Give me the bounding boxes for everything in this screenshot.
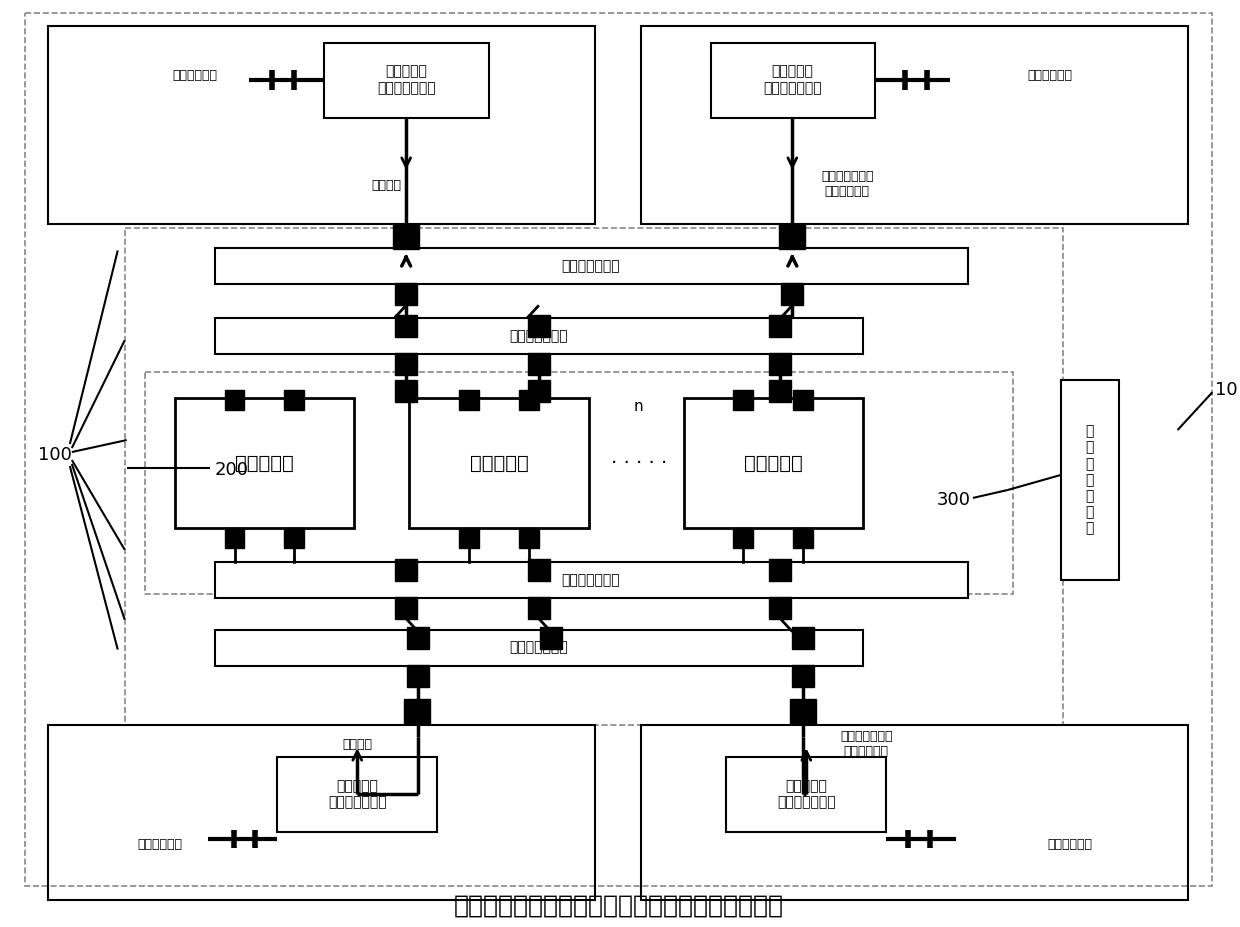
- Bar: [48, 726, 595, 900]
- Bar: [404, 699, 430, 725]
- Bar: [528, 315, 549, 337]
- Bar: [409, 398, 589, 527]
- Bar: [215, 629, 863, 666]
- Bar: [539, 627, 562, 649]
- Text: 100: 100: [38, 446, 72, 464]
- Bar: [396, 559, 417, 580]
- Text: 直流开关柜
（含继电保护）: 直流开关柜 （含继电保护）: [763, 65, 822, 95]
- Bar: [459, 527, 479, 548]
- Bar: [683, 398, 863, 527]
- Text: 交流负荷: 交流负荷: [342, 738, 372, 751]
- Bar: [734, 527, 754, 548]
- Text: n: n: [634, 399, 644, 413]
- Bar: [769, 353, 791, 375]
- Text: 直流配电柜
（含继电保护）: 直流配电柜 （含继电保护）: [777, 780, 836, 809]
- Bar: [792, 665, 815, 687]
- Text: 应用于交直流混合电力系统的电能路由器集群系统: 应用于交直流混合电力系统的电能路由器集群系统: [454, 894, 784, 918]
- Bar: [215, 318, 863, 354]
- Bar: [407, 665, 429, 687]
- Bar: [396, 284, 417, 305]
- Text: 防雷直流汇流箱: 防雷直流汇流箱: [562, 260, 620, 273]
- Text: 交流开关柜
（含继电保护）: 交流开关柜 （含继电保护）: [377, 65, 435, 95]
- Text: 集
群
系
统
控
制
器: 集 群 系 统 控 制 器: [1085, 425, 1094, 536]
- Bar: [528, 380, 549, 402]
- Bar: [284, 527, 304, 548]
- Bar: [396, 380, 417, 402]
- Text: 交流负荷: 交流负荷: [371, 179, 402, 192]
- Bar: [790, 699, 816, 725]
- Bar: [792, 627, 815, 649]
- Bar: [727, 757, 887, 832]
- Bar: [769, 380, 791, 402]
- Bar: [284, 390, 304, 410]
- Bar: [278, 757, 436, 832]
- Bar: [780, 223, 805, 249]
- Bar: [396, 597, 417, 618]
- Text: 200: 200: [215, 461, 248, 479]
- Text: 防雷直流汇流箱: 防雷直流汇流箱: [562, 573, 620, 587]
- Text: 防雷交流汇流箱: 防雷交流汇流箱: [510, 329, 568, 343]
- Bar: [396, 315, 417, 337]
- Bar: [175, 398, 355, 527]
- Text: 低压直流母线: 低压直流母线: [1048, 838, 1092, 851]
- Bar: [224, 527, 244, 548]
- Bar: [769, 315, 791, 337]
- Bar: [711, 43, 875, 118]
- Bar: [325, 43, 489, 118]
- Bar: [641, 726, 1188, 900]
- Bar: [407, 627, 429, 649]
- Text: 高压直流母线: 高压直流母线: [1027, 70, 1073, 83]
- Text: 300: 300: [937, 491, 971, 509]
- Text: 电能路由器: 电能路由器: [236, 453, 294, 473]
- Bar: [215, 562, 968, 598]
- Bar: [641, 26, 1188, 223]
- Text: 电能路由器: 电能路由器: [744, 453, 802, 473]
- Text: 高压交流母线: 高压交流母线: [172, 70, 217, 83]
- Text: 低压交流母线: 低压交流母线: [138, 838, 182, 851]
- Text: 直流负荷、分布
式发电、储能: 直流负荷、分布 式发电、储能: [839, 730, 893, 758]
- Bar: [769, 559, 791, 580]
- Text: 10: 10: [1215, 381, 1238, 400]
- Text: 直流负荷、分布
式发电、储能: 直流负荷、分布 式发电、储能: [821, 170, 873, 197]
- Bar: [48, 26, 595, 223]
- Bar: [393, 223, 419, 249]
- Text: · · · · ·: · · · · ·: [610, 453, 667, 473]
- Bar: [518, 390, 539, 410]
- Bar: [1060, 380, 1118, 579]
- Bar: [781, 284, 804, 305]
- Text: 电能路由器: 电能路由器: [470, 453, 528, 473]
- Bar: [528, 559, 549, 580]
- Bar: [794, 390, 813, 410]
- Bar: [528, 597, 549, 618]
- Bar: [224, 390, 244, 410]
- Bar: [145, 373, 1013, 593]
- Bar: [125, 228, 1063, 726]
- Bar: [794, 527, 813, 548]
- Bar: [459, 390, 479, 410]
- Bar: [396, 353, 417, 375]
- Bar: [734, 390, 754, 410]
- Bar: [769, 597, 791, 618]
- Text: 交流配电柜
（含继电保护）: 交流配电柜 （含继电保护）: [327, 780, 387, 809]
- Bar: [518, 527, 539, 548]
- Bar: [215, 248, 968, 285]
- Text: 防雷交流汇流箱: 防雷交流汇流箱: [510, 641, 568, 654]
- Bar: [528, 353, 549, 375]
